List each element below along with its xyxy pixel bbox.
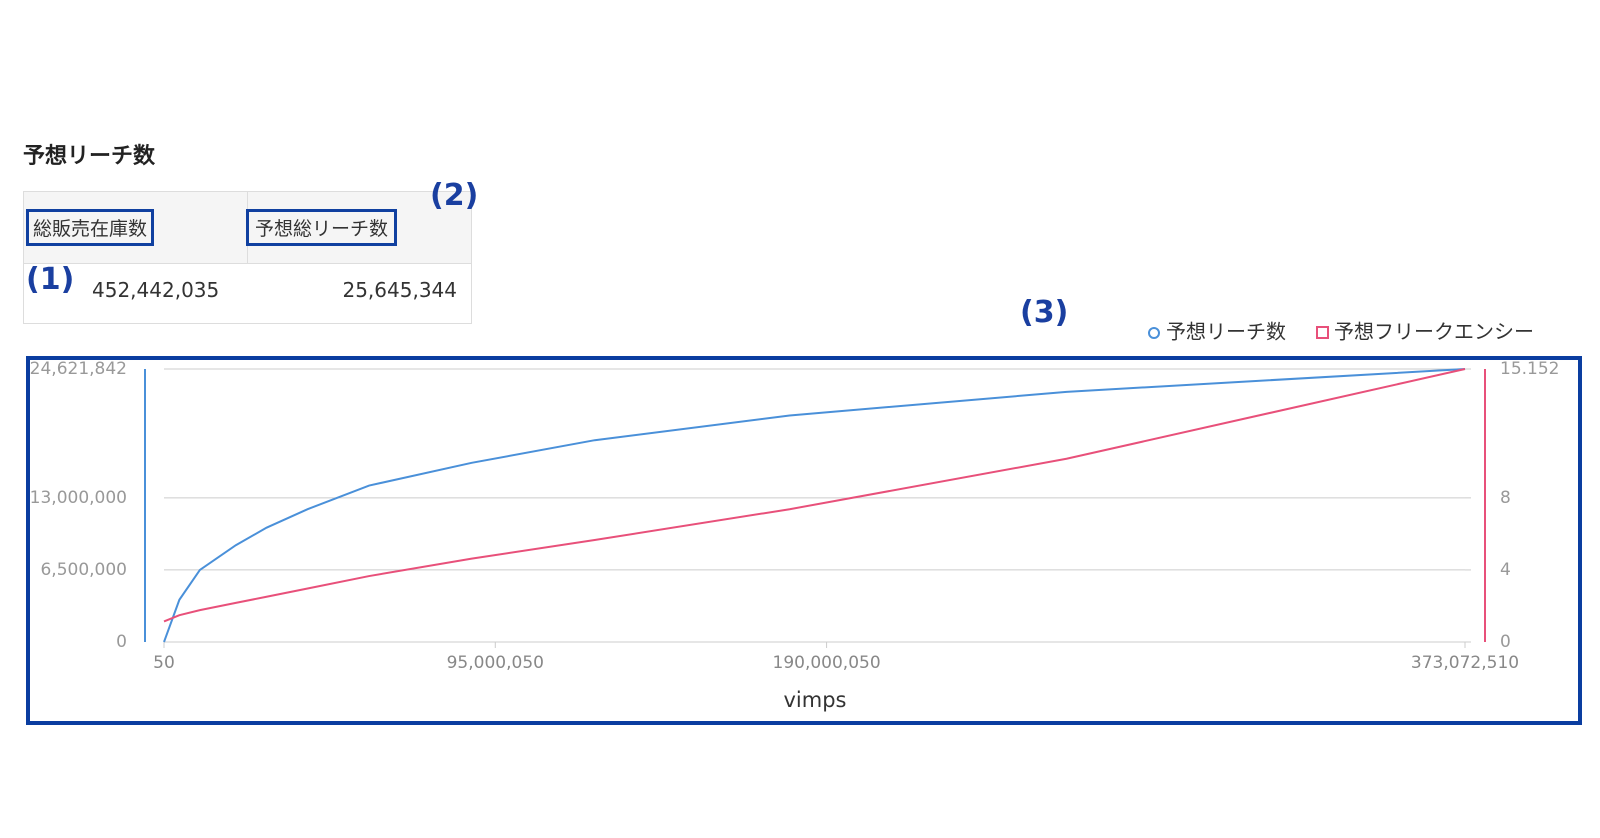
series-line (163, 368, 1466, 643)
y-tick-label: 0 (116, 632, 127, 652)
legend-label: 予想フリークエンシー (1334, 320, 1534, 344)
x-tick-label: 95,000,050 (447, 653, 544, 673)
annotation: (3) (1020, 295, 1069, 330)
y-tick-label: 13,000,000 (30, 488, 127, 508)
y2-tick-label: 15.152 (1500, 359, 1559, 379)
annotation: (1) (26, 262, 75, 297)
legend-marker (1316, 326, 1329, 339)
summary-table: 総販売在庫数 予想総リーチ数 452,442,035 25,645,344 (23, 191, 472, 324)
series-line (163, 368, 1466, 623)
table-cell: 452,442,035 (92, 278, 220, 302)
header-cell: 予想総リーチ数 (246, 209, 398, 246)
x-tick-label: 373,072,510 (1411, 653, 1519, 673)
x-axis-title: vimps (784, 688, 847, 712)
y-tick-label: 24,621,842 (30, 359, 127, 379)
y2-tick-label: 4 (1500, 560, 1511, 580)
y-tick-label: 6,500,000 (40, 560, 127, 580)
annotation: (2) (430, 178, 479, 213)
y2-tick-label: 8 (1500, 488, 1511, 508)
table-cell: 25,645,344 (342, 278, 457, 302)
x-tick-label: 50 (153, 653, 175, 673)
section-title: 予想リーチ数 (23, 144, 156, 169)
x-tick-label: 190,000,050 (773, 653, 881, 673)
highlight-frame (26, 356, 1582, 725)
legend-marker (1148, 327, 1160, 339)
y2-tick-label: 0 (1500, 632, 1511, 652)
header-cell: 総販売在庫数 (26, 209, 155, 246)
legend-label: 予想リーチ数 (1166, 320, 1286, 344)
